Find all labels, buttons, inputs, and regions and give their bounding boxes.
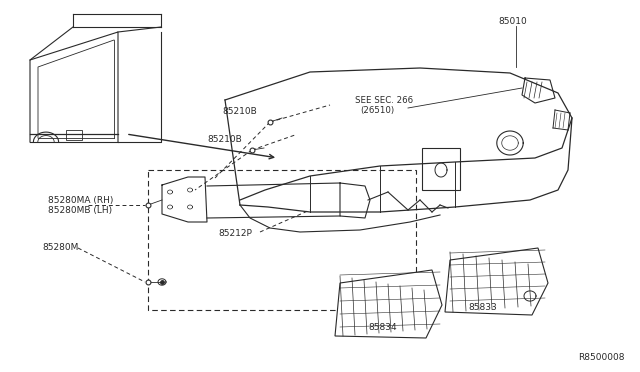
Text: 85280MB (LH): 85280MB (LH)	[48, 205, 112, 215]
Text: 85280MA (RH): 85280MA (RH)	[48, 196, 113, 205]
Text: 85210B: 85210B	[207, 135, 242, 144]
Text: 85833: 85833	[468, 304, 497, 312]
Bar	[422, 148, 460, 190]
Text: 85280M: 85280M	[42, 244, 78, 253]
Text: R8500008: R8500008	[579, 353, 625, 362]
Text: 85010: 85010	[498, 17, 527, 26]
Text: 85210B: 85210B	[222, 108, 257, 116]
Bar	[148, 170, 416, 310]
Bar	[66, 130, 82, 140]
Polygon shape	[335, 270, 442, 338]
Text: SEE SEC. 266: SEE SEC. 266	[355, 96, 413, 105]
Text: 85834: 85834	[368, 324, 397, 333]
Text: (26510): (26510)	[360, 106, 394, 115]
Polygon shape	[445, 248, 548, 315]
Text: 85212P: 85212P	[218, 228, 252, 237]
